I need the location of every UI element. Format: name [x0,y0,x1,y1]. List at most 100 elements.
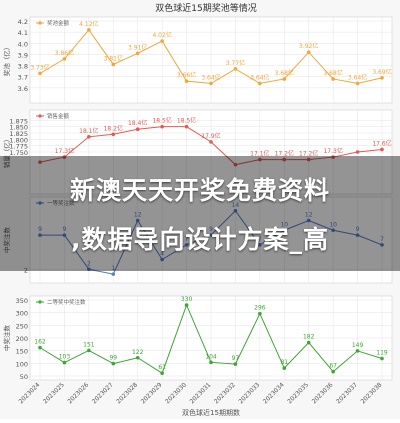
data-point [282,157,287,162]
data-point [258,81,262,86]
page-title: 双色球近15期奖池等情况 [155,2,256,14]
data-label: 18.4亿 [128,119,147,127]
data-label: 9 [209,226,213,233]
chart-panel-3: 2 中奖注数 一等奖注数 9 9 2 1 12 4 7 9 14 7 10 12 10 9 7 [2,196,393,284]
data-label: 7 [380,236,384,243]
data-label: 3.64亿 [348,73,367,81]
data-label: 3.66亿 [177,71,196,79]
data-point [87,267,91,272]
y-tick-label: 200 [16,335,28,343]
y-tick-label: 350 [16,297,28,305]
data-point [355,150,360,154]
x-tick-label: 2023024 [18,381,42,405]
data-label: 3.64亿 [201,73,220,81]
y-tick-label: 1.800 [9,136,28,144]
data-label: 1 [111,265,115,272]
y-tick-label: 1.850 [9,124,28,132]
data-point [355,349,360,353]
x-tick-label: 2023026 [66,381,90,405]
data-point [87,135,91,139]
data-point [306,218,311,223]
data-label: 14 [232,202,240,209]
data-point [38,71,42,76]
data-label: 3.73亿 [30,63,49,71]
data-point [62,155,67,159]
y-tick-label: 3.7 [18,74,28,82]
data-label: 61 [158,364,166,371]
y-axis-label: 奖池（亿） [2,44,11,77]
data-point [380,356,384,361]
chart-panel-1: 4.2 4.1 4.0 3.9 3.8 3.7 3.6 奖池（亿） 奖池金额 3.73亿 3.86亿… [2,16,393,104]
data-label: 17.3亿 [323,147,342,155]
data-label: 12 [134,212,142,219]
x-tick-label: 2023025 [42,381,66,405]
data-label: 17.1亿 [250,150,269,158]
x-axis-label: 双色球近15期期数 [182,408,240,417]
data-point [331,228,335,233]
data-label: 3.86亿 [55,49,74,57]
data-label: 3.92亿 [299,42,318,50]
data-point [306,157,311,162]
legend-label: 奖池金额 [47,19,70,27]
data-point [258,311,262,316]
data-point [282,228,287,233]
data-point [62,233,67,237]
data-label: 67 [329,363,337,370]
data-label: 4.12亿 [79,20,98,28]
data-label: 10 [280,221,288,228]
y-tick-label: 50 [20,373,28,381]
y-tick-label: 4.1 [18,29,28,37]
data-point [135,127,140,131]
data-label: 2 [87,260,91,267]
data-point [184,124,189,129]
y-tick-label: 4.2 [18,18,28,26]
y-tick-label: 1.875 [9,117,28,125]
data-label: 18.5亿 [152,117,171,125]
data-point [62,360,67,365]
data-label: 18.1亿 [79,127,98,135]
data-point [160,39,164,43]
data-label: 17.2亿 [275,150,294,158]
x-tick-label: 2023029 [140,381,164,405]
data-point [184,79,189,83]
data-label: 296 [254,305,266,312]
data-label: 81 [280,359,288,366]
x-tick-label: 2023031 [189,381,213,405]
data-point [209,233,213,237]
data-point [184,303,189,307]
data-label: 99 [109,355,117,362]
data-point [331,77,335,81]
y-tick-label: 3.6 [18,85,28,93]
x-tick-label: 2023033 [237,381,261,405]
data-point [355,233,360,237]
y-tick-label: 300 [16,310,28,318]
y-tick-label: 2 [24,266,28,274]
data-point [331,155,335,159]
data-point [380,243,384,247]
x-tick-label: 2023027 [91,381,115,405]
legend-marker [38,21,42,25]
data-label: 330 [181,296,193,303]
data-label: 149 [352,342,364,349]
data-point [209,140,213,144]
data-label: 122 [132,349,144,356]
data-label: 18.5亿 [177,117,196,125]
data-label: 17.6亿 [372,139,391,147]
data-label: 3.81亿 [104,54,123,62]
data-point [258,243,262,247]
data-point [87,28,91,32]
data-point [258,157,262,162]
data-point [135,218,140,223]
data-point [306,340,311,345]
data-point [282,77,287,81]
data-point [233,67,238,71]
y-tick-label: 250 [16,322,28,330]
data-label: 182 [303,334,315,341]
y-tick-label: 150 [16,348,28,356]
data-point [209,81,213,86]
data-label: 17.2亿 [299,150,318,158]
data-label: 4.02亿 [152,31,171,39]
data-point [38,160,42,164]
